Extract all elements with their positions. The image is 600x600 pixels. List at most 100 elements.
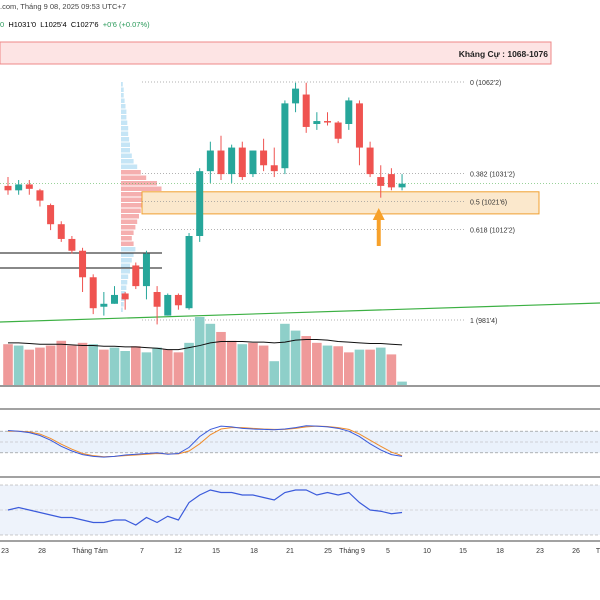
candle-body bbox=[4, 185, 12, 191]
x-axis-tick-label: Tháng Tám bbox=[72, 548, 108, 555]
ohlc-low: L1025'4 bbox=[40, 20, 67, 29]
x-axis-tick-label: 23 bbox=[1, 548, 9, 555]
volume-bar bbox=[258, 345, 269, 385]
volume-bar bbox=[290, 330, 301, 385]
volume-profile-bar bbox=[121, 263, 130, 268]
volume-bar bbox=[35, 347, 45, 385]
volume-profile-bar bbox=[121, 159, 134, 164]
candle-body bbox=[25, 184, 33, 189]
volume-bar bbox=[67, 345, 77, 385]
candle-body bbox=[57, 224, 65, 239]
stoch-d-line bbox=[8, 425, 403, 458]
volume-bar bbox=[194, 317, 205, 385]
chart-header: .com, Tháng 9 08, 2025 09:53 UTC+7 bbox=[0, 2, 600, 16]
candle-body bbox=[334, 122, 342, 139]
ohlc-change: +0'6 (+0.07%) bbox=[102, 20, 150, 29]
x-axis-tick-label: 7 bbox=[140, 548, 144, 555]
ohlc-close: C1027'6 bbox=[70, 20, 99, 29]
volume-profile-bar bbox=[121, 280, 128, 285]
candle-body bbox=[270, 165, 278, 172]
x-axis-tick-label: 18 bbox=[250, 548, 258, 555]
volume-bar bbox=[24, 349, 35, 385]
volume-profile-bar bbox=[121, 203, 145, 208]
volume-bar bbox=[99, 349, 109, 385]
candle-body bbox=[281, 103, 289, 169]
volume-profile-bar bbox=[121, 170, 141, 175]
volume-bar bbox=[386, 354, 397, 385]
fib-label: 1 (981'4) bbox=[470, 318, 497, 325]
candle-body bbox=[260, 150, 268, 166]
volume-profile-bar bbox=[121, 302, 124, 307]
candle-body bbox=[47, 205, 55, 225]
volume-profile-bar bbox=[121, 131, 129, 136]
volume-bar bbox=[3, 344, 13, 385]
support-zone bbox=[141, 191, 540, 215]
volume-profile-bar bbox=[121, 142, 130, 147]
volume-bar bbox=[312, 342, 322, 385]
volume-profile-bar bbox=[121, 93, 124, 98]
volume-profile-bar bbox=[121, 241, 134, 246]
volume-profile-bar bbox=[121, 120, 128, 125]
x-axis-tick-label: 15 bbox=[212, 548, 220, 555]
volume-bar bbox=[120, 351, 130, 385]
candle-body bbox=[15, 184, 23, 191]
volume-bar bbox=[322, 345, 333, 385]
volume-profile-bar bbox=[121, 197, 148, 202]
volume-profile-bar bbox=[121, 181, 157, 186]
volume-bar bbox=[45, 345, 56, 385]
volume-bar bbox=[56, 340, 67, 385]
up-arrow-icon bbox=[372, 208, 385, 246]
candle-body bbox=[238, 147, 246, 178]
volume-profile-bar bbox=[121, 225, 136, 230]
volume-bar bbox=[88, 344, 98, 385]
candle-body bbox=[366, 147, 374, 175]
candle-body bbox=[132, 265, 140, 287]
x-axis-tick-label: 15 bbox=[459, 548, 467, 555]
candle-body bbox=[100, 303, 108, 307]
candle-body bbox=[387, 174, 395, 188]
volume-profile-bar bbox=[121, 219, 138, 224]
stoch-k-line bbox=[7, 425, 403, 458]
volume-profile-bar bbox=[121, 104, 126, 109]
volume-bar bbox=[269, 361, 280, 385]
candle-body bbox=[398, 183, 406, 188]
volume-bar bbox=[173, 352, 184, 385]
volume-bar bbox=[333, 346, 343, 385]
x-axis-tick-label: 23 bbox=[536, 548, 544, 555]
volume-profile-bar bbox=[121, 269, 130, 274]
resistance-label: Kháng Cự : 1068-1076 bbox=[459, 49, 549, 59]
volume-ma-line bbox=[8, 338, 403, 351]
volume-profile-bar bbox=[121, 87, 124, 92]
volume-bar bbox=[226, 340, 237, 385]
ohlc-readout: 0 H1031'0 L1025'4 C1027'6 +0'6 (+0.07%) bbox=[0, 20, 150, 34]
candle-body bbox=[121, 293, 129, 300]
x-axis-tick-label: 10 bbox=[423, 548, 431, 555]
candle-body bbox=[324, 121, 331, 123]
candle-body bbox=[174, 294, 182, 306]
volume-profile-bar bbox=[121, 192, 156, 197]
trendline bbox=[0, 302, 600, 323]
candle-body bbox=[68, 238, 76, 251]
volume-profile-bar bbox=[121, 186, 162, 191]
candle-body bbox=[249, 150, 257, 175]
candle-body bbox=[292, 88, 300, 104]
volume-profile-bar bbox=[121, 164, 138, 169]
volume-profile-bar bbox=[121, 175, 147, 180]
volume-bar bbox=[301, 336, 311, 385]
volume-bar bbox=[109, 347, 120, 385]
fib-label: 0.618 (1012'2) bbox=[470, 227, 515, 234]
volume-profile-bar bbox=[121, 214, 139, 219]
volume-profile-bar bbox=[121, 98, 125, 103]
volume-bar bbox=[162, 349, 173, 385]
x-axis-tick-label: 21 bbox=[286, 548, 294, 555]
resistance-zone bbox=[0, 41, 552, 65]
candle-body bbox=[36, 190, 44, 201]
volume-bar bbox=[280, 323, 290, 385]
volume-bar bbox=[354, 349, 365, 385]
volume-profile-bar bbox=[121, 285, 127, 290]
volume-profile-bar bbox=[121, 230, 134, 235]
fib-label: 0.382 (1031'2) bbox=[470, 171, 515, 178]
candle-body bbox=[111, 294, 118, 304]
volume-profile-bar bbox=[121, 307, 123, 312]
